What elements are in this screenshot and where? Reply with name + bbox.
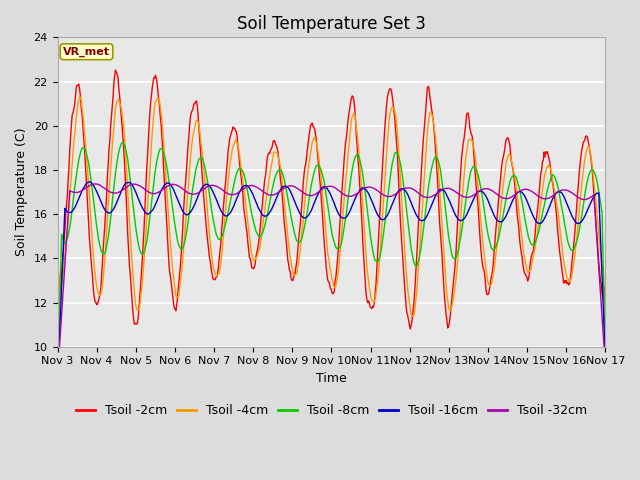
Tsoil -2cm — [516, 237, 524, 242]
Tsoil -16cm — [143, 211, 151, 217]
Tsoil -2cm — [54, 362, 61, 368]
Tsoil -32cm — [69, 189, 77, 195]
Text: VR_met: VR_met — [63, 47, 110, 57]
X-axis label: Time: Time — [316, 372, 347, 385]
Tsoil -8cm — [69, 199, 77, 205]
Tsoil -2cm — [602, 372, 609, 378]
Tsoil -32cm — [54, 373, 61, 379]
Tsoil -8cm — [200, 163, 208, 168]
Tsoil -16cm — [551, 192, 559, 198]
Tsoil -8cm — [602, 359, 609, 364]
Tsoil -4cm — [69, 149, 77, 155]
Line: Tsoil -32cm: Tsoil -32cm — [58, 184, 605, 376]
Tsoil -2cm — [143, 156, 151, 162]
Tsoil -4cm — [200, 173, 208, 179]
Tsoil -8cm — [551, 174, 559, 180]
Tsoil -4cm — [76, 94, 83, 99]
Tsoil -16cm — [69, 207, 77, 213]
Tsoil -16cm — [54, 382, 61, 387]
Title: Soil Temperature Set 3: Soil Temperature Set 3 — [237, 15, 426, 33]
Tsoil -8cm — [143, 235, 151, 240]
Tsoil -2cm — [234, 133, 241, 139]
Tsoil -2cm — [69, 110, 77, 116]
Tsoil -32cm — [143, 188, 151, 194]
Tsoil -16cm — [234, 195, 241, 201]
Tsoil -16cm — [516, 189, 524, 194]
Tsoil -8cm — [234, 169, 241, 175]
Tsoil -32cm — [551, 192, 559, 197]
Line: Tsoil -16cm: Tsoil -16cm — [58, 182, 605, 384]
Tsoil -16cm — [86, 179, 93, 185]
Tsoil -32cm — [602, 362, 609, 368]
Tsoil -16cm — [200, 182, 208, 188]
Line: Tsoil -4cm: Tsoil -4cm — [58, 96, 605, 415]
Tsoil -32cm — [200, 186, 208, 192]
Tsoil -32cm — [234, 191, 241, 196]
Legend: Tsoil -2cm, Tsoil -4cm, Tsoil -8cm, Tsoil -16cm, Tsoil -32cm: Tsoil -2cm, Tsoil -4cm, Tsoil -8cm, Tsoi… — [71, 399, 592, 422]
Tsoil -2cm — [200, 203, 208, 208]
Tsoil -2cm — [551, 195, 559, 201]
Tsoil -4cm — [143, 208, 151, 214]
Tsoil -8cm — [119, 140, 127, 145]
Tsoil -8cm — [54, 393, 61, 399]
Tsoil -32cm — [516, 188, 524, 194]
Tsoil -4cm — [516, 216, 524, 221]
Tsoil -32cm — [92, 181, 99, 187]
Tsoil -2cm — [111, 67, 119, 73]
Tsoil -8cm — [516, 186, 524, 192]
Tsoil -16cm — [602, 357, 609, 362]
Tsoil -4cm — [234, 141, 241, 146]
Tsoil -4cm — [551, 189, 559, 194]
Line: Tsoil -2cm: Tsoil -2cm — [58, 70, 605, 375]
Y-axis label: Soil Temperature (C): Soil Temperature (C) — [15, 128, 28, 256]
Tsoil -4cm — [602, 371, 609, 376]
Line: Tsoil -8cm: Tsoil -8cm — [58, 143, 605, 396]
Tsoil -4cm — [54, 412, 61, 418]
